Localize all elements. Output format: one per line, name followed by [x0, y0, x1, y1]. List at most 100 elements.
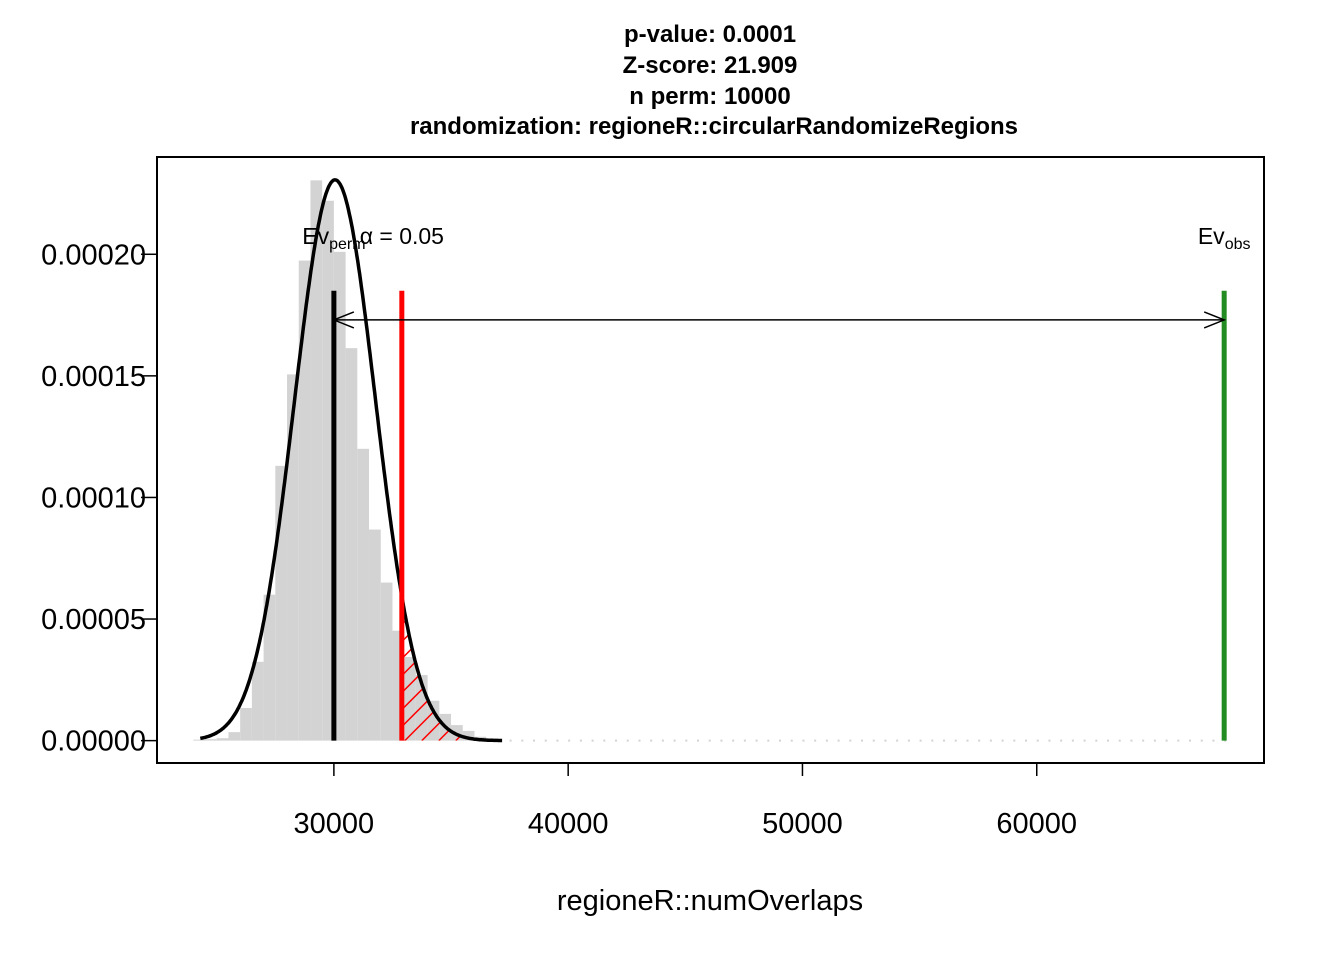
- histogram-empty-bin: [1130, 739, 1133, 742]
- hatch-line: [489, 596, 503, 741]
- histogram-empty-bin: [1095, 739, 1098, 742]
- histogram-empty-bin: [697, 739, 700, 742]
- histogram-empty-bin: [638, 739, 641, 742]
- histogram-empty-bin: [1142, 739, 1145, 742]
- histogram-bar: [415, 674, 428, 741]
- histogram-bar: [263, 594, 276, 741]
- histogram-empty-bin: [755, 739, 758, 742]
- histogram-empty-bin: [849, 739, 852, 742]
- histogram-empty-bin: [521, 739, 524, 742]
- histogram-bar: [345, 348, 358, 741]
- histogram-empty-bin: [943, 739, 946, 742]
- x-axis: 30000 40000 50000 60000: [294, 762, 1077, 840]
- histogram-empty-bin: [1107, 739, 1110, 742]
- histogram-empty-bin: [1118, 739, 1121, 742]
- hatch-line: [455, 596, 503, 741]
- histogram: [193, 180, 1227, 742]
- histogram-bar: [251, 661, 264, 741]
- histogram-bar: [392, 630, 405, 741]
- chart-title: p-value: 0.0001 Z-score: 21.909 n perm: …: [410, 21, 1018, 140]
- histogram-empty-bin: [509, 739, 512, 742]
- histogram-empty-bin: [1083, 739, 1086, 742]
- histogram-bar: [322, 200, 334, 741]
- annotation-ev-obs: Evobs: [1198, 223, 1251, 253]
- annotation-ev-perm: Evperm: [302, 223, 365, 253]
- histogram-empty-bin: [615, 739, 618, 742]
- arrow-head-right: [1203, 311, 1227, 329]
- x-tick-label: 60000: [996, 808, 1077, 840]
- histogram-empty-bin: [954, 739, 957, 742]
- histogram-empty-bin: [1153, 739, 1156, 742]
- title-line-nperm: n perm: 10000: [629, 83, 790, 110]
- histogram-empty-bin: [1048, 739, 1051, 742]
- hatch-line: [472, 596, 503, 741]
- histogram-empty-bin: [544, 739, 547, 742]
- histogram-empty-bin: [650, 739, 653, 742]
- histogram-empty-bin: [603, 739, 606, 742]
- histogram-empty-bin: [919, 739, 922, 742]
- histogram-empty-bin: [1025, 739, 1028, 742]
- histogram-empty-bin: [1212, 739, 1215, 742]
- hatch-line: [438, 596, 503, 741]
- hatch-line: [404, 596, 503, 741]
- density-curve: [199, 178, 503, 743]
- histogram-empty-bin: [1071, 739, 1074, 742]
- histogram-empty-bin: [1036, 739, 1039, 742]
- histogram-empty-bin: [931, 739, 934, 742]
- y-axis: 0.00000 0.00005 0.00010 0.00015 0.00020: [41, 239, 158, 758]
- histogram-bar: [298, 260, 311, 741]
- histogram-empty-bin: [779, 739, 782, 742]
- histogram-empty-bin: [1200, 739, 1203, 742]
- histogram-bar: [380, 582, 393, 741]
- histogram-empty-bin: [814, 739, 817, 742]
- histogram-empty-bin: [825, 739, 828, 742]
- histogram-bar: [216, 738, 229, 741]
- reference-lines: [331, 290, 1227, 741]
- histogram-empty-bin: [1060, 739, 1063, 742]
- title-line-randomization: randomization: regioneR::circularRandomi…: [410, 113, 1018, 140]
- histogram-empty-bin: [767, 739, 770, 742]
- x-tick-label: 40000: [528, 808, 609, 840]
- histogram-empty-bin: [896, 739, 899, 742]
- histogram-empty-bin: [743, 739, 746, 742]
- histogram-bar: [240, 708, 252, 741]
- arrow-head-left: [331, 311, 355, 329]
- histogram-bar: [404, 656, 416, 741]
- histogram-bar: [369, 529, 381, 741]
- y-tick-label: 0.00020: [41, 239, 146, 271]
- y-tick-label: 0.00000: [41, 726, 146, 758]
- x-axis-label: regioneR::numOverlaps: [557, 885, 863, 917]
- histogram-empty-bin: [1013, 739, 1016, 742]
- histogram-empty-bin: [989, 739, 992, 742]
- annotation-alpha: α = 0.05: [360, 223, 444, 249]
- histogram-empty-bin: [568, 739, 571, 742]
- histogram-bar: [287, 374, 299, 741]
- x-tick-label: 50000: [762, 808, 843, 840]
- histogram-empty-bin: [861, 739, 864, 742]
- histogram-bar: [427, 700, 440, 741]
- histogram-bar: [333, 251, 346, 741]
- histogram-bar: [205, 739, 217, 741]
- y-tick-label: 0.00010: [41, 482, 146, 514]
- histogram-empty-bin: [732, 739, 735, 742]
- histogram-empty-bin: [591, 739, 594, 742]
- histogram-empty-bin: [708, 739, 711, 742]
- histogram-bar: [462, 730, 475, 741]
- histogram-empty-bin: [978, 739, 981, 742]
- histogram-empty-bin: [533, 739, 536, 742]
- histogram-empty-bin: [790, 739, 793, 742]
- histogram-empty-bin: [802, 739, 805, 742]
- histogram-empty-bin: [1189, 739, 1192, 742]
- histogram-bar: [228, 732, 241, 741]
- histogram-empty-bin: [884, 739, 887, 742]
- histogram-bar: [357, 448, 370, 741]
- histogram-bar: [310, 180, 323, 741]
- histogram-empty-bin: [685, 739, 688, 742]
- histogram-bar: [193, 739, 206, 741]
- histogram-empty-bin: [907, 739, 910, 742]
- density-curve-line: [199, 178, 503, 743]
- histogram-empty-bin: [579, 739, 582, 742]
